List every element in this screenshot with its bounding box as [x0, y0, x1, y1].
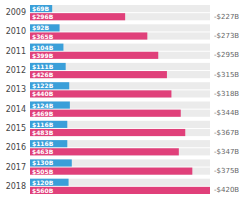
category-label: 2013	[6, 85, 26, 94]
annotation: -$295B	[214, 51, 239, 59]
annotation: -$315B	[214, 71, 239, 79]
bar	[30, 102, 70, 109]
data-label: $483B	[32, 129, 54, 136]
bar	[30, 140, 67, 147]
annotation: -$227B	[214, 13, 239, 21]
data-label: $111B	[32, 63, 54, 70]
bar	[30, 63, 66, 70]
data-label: $296B	[32, 13, 54, 20]
bars	[30, 5, 210, 194]
data-label: $130B	[32, 159, 54, 166]
annotation: -$344B	[214, 109, 239, 117]
bar	[30, 148, 179, 155]
bar-track	[30, 24, 210, 31]
annotation: -$347B	[214, 148, 239, 156]
bar-track	[30, 159, 210, 166]
data-label: $104B	[32, 44, 54, 51]
category-label: 2016	[6, 143, 26, 152]
bar	[30, 5, 52, 12]
category-label: 2015	[6, 124, 26, 133]
data-label: $426B	[32, 71, 54, 78]
data-label: $440B	[32, 90, 54, 97]
bar-track	[30, 187, 210, 194]
data-label: $92B	[32, 24, 50, 31]
category-label: 2010	[6, 27, 26, 36]
bar	[30, 82, 69, 89]
data-label: $505B	[32, 168, 54, 175]
bar	[30, 24, 60, 31]
chart-svg: 2009 $69B$296B -$227B 2010 $92B $365B -$273B 20…	[0, 0, 252, 199]
bar-track	[30, 13, 210, 20]
bar	[30, 168, 192, 175]
bar-track	[30, 168, 210, 175]
bar-track	[30, 121, 210, 128]
bar-track	[30, 32, 210, 39]
bar-track	[30, 71, 210, 78]
category-label: 2014	[6, 105, 26, 114]
data-label: $469B	[32, 110, 54, 117]
data-label: $463B	[32, 148, 54, 155]
bar-track	[30, 148, 210, 155]
bar	[30, 90, 171, 97]
bar	[30, 71, 167, 78]
bar	[30, 52, 158, 59]
labels: 2009 $69B$296B -$227B 2010 $92B $365B -$273B 20…	[6, 5, 240, 194]
bar-track	[30, 63, 210, 70]
annotation: -$318B	[214, 90, 239, 98]
bar	[30, 32, 147, 39]
data-label: $124B	[32, 102, 54, 109]
annotation: -$420B	[214, 186, 239, 194]
data-label: $399B	[32, 52, 54, 59]
data-label: $69B	[32, 5, 50, 12]
bar	[30, 179, 69, 186]
bar-track	[30, 110, 210, 117]
chart-container: 2009 $69B$296B -$227B 2010 $92B $365B -$273B 20…	[0, 0, 252, 199]
category-label: 2011	[6, 47, 26, 56]
data-label: $122B	[32, 82, 54, 89]
data-label: $365B	[32, 33, 54, 40]
annotation: -$367B	[214, 129, 239, 137]
bar-track	[30, 179, 210, 186]
bar	[30, 159, 72, 166]
bar	[30, 110, 181, 117]
category-label: 2018	[6, 182, 26, 191]
annotation: -$375B	[214, 167, 239, 175]
bar	[30, 44, 63, 51]
bar	[30, 187, 210, 194]
annotation: -$273B	[214, 32, 239, 40]
bar-track	[30, 129, 210, 136]
bar	[30, 121, 67, 128]
bar-track	[30, 140, 210, 147]
data-label: $560B	[32, 187, 54, 194]
bar-track	[30, 90, 210, 97]
data-label: $120B	[32, 179, 54, 186]
bar	[30, 129, 185, 136]
bar-track	[30, 102, 210, 109]
category-label: 2017	[6, 163, 26, 172]
bar-track	[30, 82, 210, 89]
bar	[30, 13, 125, 20]
bar-track	[30, 52, 210, 59]
bar-track	[30, 44, 210, 51]
data-label: $116B	[32, 140, 54, 147]
category-label: 2012	[6, 66, 26, 75]
category-label: 2009	[6, 8, 26, 17]
bar-track	[30, 5, 210, 12]
data-label: $116B	[32, 121, 54, 128]
